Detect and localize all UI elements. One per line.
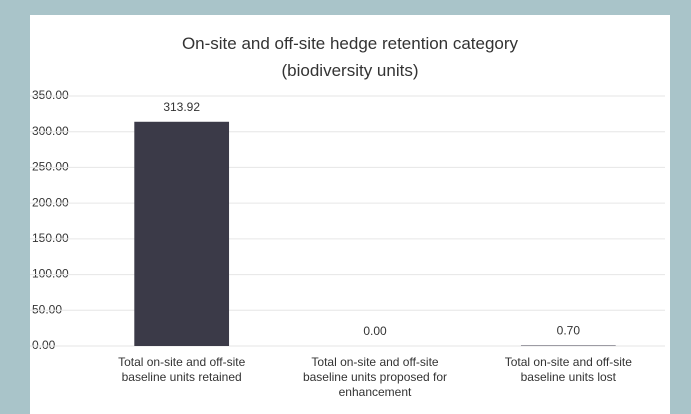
- x-tick-label: Total on-site and off-site baseline units…: [303, 355, 447, 399]
- data-label: 313.92: [163, 100, 200, 114]
- y-tick-label: 250.00: [32, 160, 69, 174]
- data-label: 0.70: [557, 324, 581, 338]
- y-tick-label: 300.00: [32, 124, 69, 138]
- data-label: 0.00: [363, 324, 387, 338]
- y-tick-label: 0.00: [32, 338, 56, 352]
- y-tick-label: 200.00: [32, 195, 69, 209]
- x-tick-label: Total on-site and off-site baseline units…: [118, 355, 246, 384]
- y-tick-label: 50.00: [32, 302, 62, 316]
- bar: [520, 345, 616, 346]
- y-tick-label: 350.00: [32, 88, 69, 102]
- y-tick-label: 150.00: [32, 231, 69, 245]
- chart-title: On-site and off-site hedge retention cat…: [182, 34, 519, 80]
- bar: [134, 121, 230, 347]
- y-tick-label: 100.00: [32, 267, 69, 281]
- x-tick-label: Total on-site and off-site baseline units…: [505, 355, 633, 384]
